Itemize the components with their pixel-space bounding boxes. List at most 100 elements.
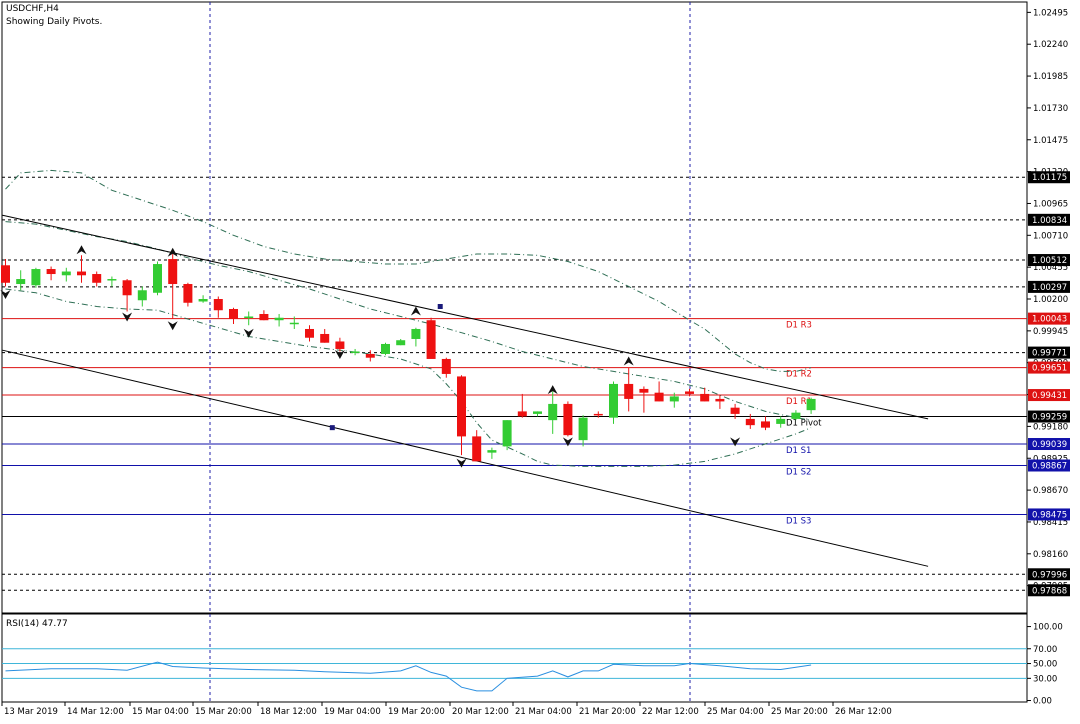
candle-body-11 <box>168 259 178 285</box>
main-plot-frame <box>1 1 1028 614</box>
pivot-label-6: D1 S3 <box>786 516 811 526</box>
candle-body-40 <box>609 383 618 418</box>
fractal-down-arrow-5 <box>456 458 467 468</box>
price-tick-label-4: 1.01475 <box>1033 136 1068 146</box>
candle-body-44 <box>669 396 679 402</box>
pivot-tag-4: 0.99039 <box>1032 440 1067 450</box>
time-axis-label-5: 19 Mar 04:00 <box>324 707 381 717</box>
candle-body-49 <box>745 418 755 426</box>
candle-body-34 <box>517 411 527 417</box>
candle-body-3 <box>46 269 56 275</box>
dashed-level-tag-2: 1.00512 <box>1032 256 1067 266</box>
candle-body-17 <box>259 313 269 321</box>
fractal-up-arrow-1 <box>167 247 178 257</box>
dashed-level-tag-3: 1.00297 <box>1032 283 1067 293</box>
channel-anchor-1 <box>329 425 335 431</box>
fractal-down-arrow-3 <box>243 328 254 338</box>
candle-body-38 <box>578 417 588 441</box>
time-axis-label-7: 20 Mar 12:00 <box>452 707 509 717</box>
price-tick-label-10: 0.99945 <box>1033 327 1068 337</box>
candle-body-33 <box>502 420 512 447</box>
rsi-tick-label-2: 50.00 <box>1033 660 1057 670</box>
price-tick-label-6: 1.00965 <box>1033 199 1068 209</box>
time-axis-label-2: 15 Mar 04:00 <box>132 707 189 717</box>
price-tick-label-3: 1.01730 <box>1033 104 1068 114</box>
candle-body-22 <box>335 341 345 349</box>
time-axis-label-1: 14 Mar 12:00 <box>67 707 124 717</box>
candle-body-50 <box>761 421 770 428</box>
candle-body-7 <box>107 279 117 281</box>
pivot-label-1: D1 R2 <box>786 370 812 380</box>
candle-body-39 <box>593 413 603 416</box>
candle-body-9 <box>137 290 147 301</box>
dashed-level-tag-bg <box>1028 346 1070 359</box>
channel-lower-trendline <box>2 349 929 567</box>
candle-body-52 <box>791 412 801 419</box>
dashed-level-tag-bg <box>1028 584 1070 597</box>
candle-body-28 <box>426 320 436 359</box>
pivot-label-2: D1 R1 <box>786 397 812 407</box>
upper-band-line <box>5 169 812 372</box>
candle-body-8 <box>122 280 132 296</box>
dashed-level-tag-bg <box>1028 213 1070 226</box>
candle-body-13 <box>198 299 208 302</box>
dashed-level-tag-bg <box>1028 254 1070 267</box>
fractal-down-arrow-4 <box>334 349 345 359</box>
candle-body-0 <box>1 265 10 283</box>
candle-body-45 <box>685 391 694 394</box>
pivot-label-5: D1 S2 <box>786 467 811 477</box>
rsi-plot-frame <box>1 613 1028 703</box>
candle-body-21 <box>320 333 330 343</box>
candle-body-4 <box>61 271 71 276</box>
price-tick-label-2: 1.01985 <box>1033 72 1068 82</box>
candle-body-51 <box>776 418 786 424</box>
channel-upper-trendline <box>2 214 929 420</box>
dashed-level-tag-bg <box>1028 171 1070 184</box>
candle-body-14 <box>213 299 223 311</box>
rsi-tick-label-4: 0.00 <box>1033 697 1052 707</box>
dashed-level-tag-5: 0.97996 <box>1032 570 1067 580</box>
time-axis-label-13: 26 Mar 12:00 <box>835 707 892 717</box>
fractal-up-arrow-0 <box>76 245 87 255</box>
fractal-down-arrow-6 <box>562 437 573 447</box>
pivot-label-4: D1 S1 <box>786 446 811 456</box>
indicator-subtitle: Showing Daily Pivots. <box>6 17 103 27</box>
pivot-tag-5: 0.98867 <box>1032 461 1067 471</box>
candle-body-27 <box>411 328 421 339</box>
candle-body-5 <box>77 271 86 276</box>
candle-body-25 <box>381 343 390 354</box>
symbol-timeframe-label: USDCHF,H4 <box>6 4 59 14</box>
fractal-up-arrow-3 <box>547 385 558 395</box>
time-axis-label-6: 19 Mar 20:00 <box>388 707 445 717</box>
dashed-level-tag-4: 0.99771 <box>1032 349 1067 359</box>
candle-body-42 <box>639 388 649 393</box>
pivot-tag-2: 0.99431 <box>1032 391 1067 401</box>
candle-body-32 <box>487 450 497 453</box>
candle-body-53 <box>806 398 816 411</box>
price-tick-label-16: 0.98415 <box>1033 518 1068 528</box>
rsi-line <box>5 661 812 692</box>
fractal-down-arrow-2 <box>167 321 178 331</box>
fractal-up-arrow-4 <box>623 356 634 366</box>
candle-body-20 <box>305 328 314 338</box>
time-axis-label-0: 13 Mar 2019 <box>4 707 58 717</box>
pivot-tag-bg <box>1028 361 1070 374</box>
candle-body-18 <box>274 317 284 321</box>
pivot-tag-bg <box>1028 389 1070 402</box>
candle-body-43 <box>654 392 664 402</box>
price-tick-label-8: 1.00455 <box>1033 263 1068 273</box>
price-tick-label-0: 1.02495 <box>1033 8 1068 18</box>
mid-band-line <box>5 221 812 421</box>
candle-body-31 <box>472 436 482 462</box>
pivot-tag-3: 0.99259 <box>1032 413 1067 423</box>
dashed-level-tag-6: 0.97868 <box>1032 586 1067 596</box>
pivot-tag-0: 1.00043 <box>1032 315 1067 325</box>
pivot-tag-bg <box>1028 459 1070 472</box>
candle-body-48 <box>730 407 740 414</box>
time-axis-label-11: 25 Mar 04:00 <box>707 707 764 717</box>
fractal-down-arrow-7 <box>730 437 741 447</box>
pivot-label-0: D1 R3 <box>786 321 812 331</box>
fractal-down-arrow-0 <box>0 290 11 300</box>
pivot-tag-bg <box>1028 438 1070 451</box>
